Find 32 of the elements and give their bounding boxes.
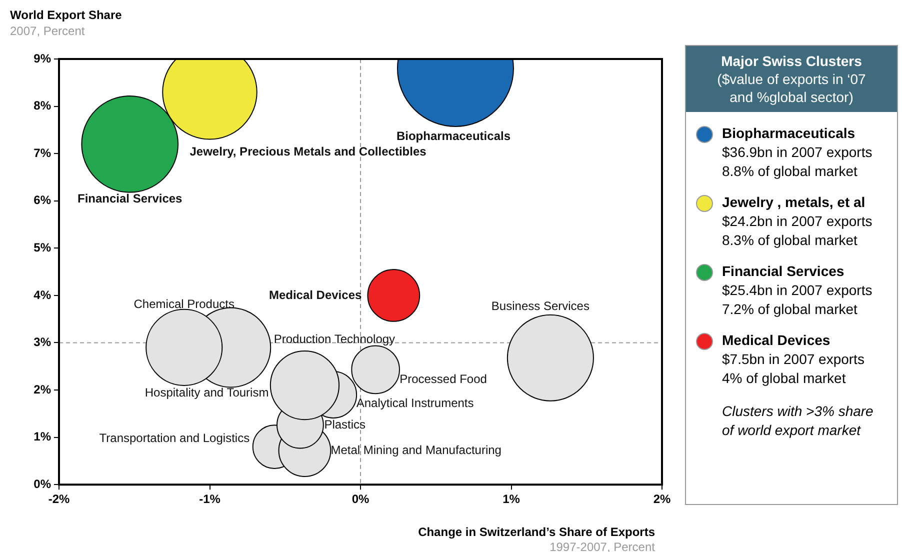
series-label: Processed Food: [400, 372, 487, 386]
y-tick-label: 5%: [34, 240, 52, 254]
text: 2007, Percent: [10, 24, 85, 38]
series-label: Jewelry, Precious Metals and Collectibles: [190, 144, 427, 158]
y-tick-label: 9%: [34, 51, 52, 66]
y-tick-label: 8%: [34, 98, 52, 113]
series-label: Production Technology: [274, 332, 396, 346]
y-tick-label: 4%: [34, 288, 52, 302]
series-label: Medical Devices: [268, 288, 362, 302]
y-axis-title: World Export Share: [10, 8, 122, 22]
series-label: Biopharmaceuticals: [396, 128, 511, 143]
y-tick-label: 3%: [34, 335, 52, 350]
y-tick-label: 0%: [34, 476, 52, 491]
x-tick-label: -1%: [199, 492, 221, 506]
series-label: Financial Services: [77, 191, 183, 206]
x-tick-label: 2%: [653, 492, 671, 506]
x-tick-label: 0%: [352, 492, 370, 506]
cluster-card: Major Swiss Clusters ($value of exports in ‘07 and %global sector) Biopharmaceuticals $36.9bn in 2007 exports 8.8% of global market Jewelry , metals, et al $24.2bn in 2007 exports 8.3% of global market Financial Services $25.4bn in 2007 exports 7.2% of global market Medical Devices $7.5bn in 2007 exports 4% of global market Clusters with >3% share of world export market: [685, 45, 898, 505]
y-tick-label: 1%: [34, 430, 52, 444]
series-label: Analytical Instruments: [356, 396, 474, 410]
y-tick-label: 6%: [34, 193, 52, 208]
y-tick-label: 2%: [34, 382, 52, 396]
x-axis-title: Change in Switzerland’s Share of Exports: [418, 525, 655, 539]
x-tick-label: 1%: [502, 492, 520, 506]
series-label: Chemical Products: [134, 296, 234, 311]
y-tick-label: 7%: [34, 146, 52, 160]
series-label: Metal Mining and Manufacturing: [330, 442, 502, 457]
series-label: Transportation and Logistics: [99, 431, 250, 446]
series-label: Hospitality and Tourism: [144, 386, 269, 400]
series-label: Plastics: [324, 417, 366, 432]
series-label: Business Services: [491, 299, 590, 314]
x-tick-label: -2%: [48, 492, 70, 506]
